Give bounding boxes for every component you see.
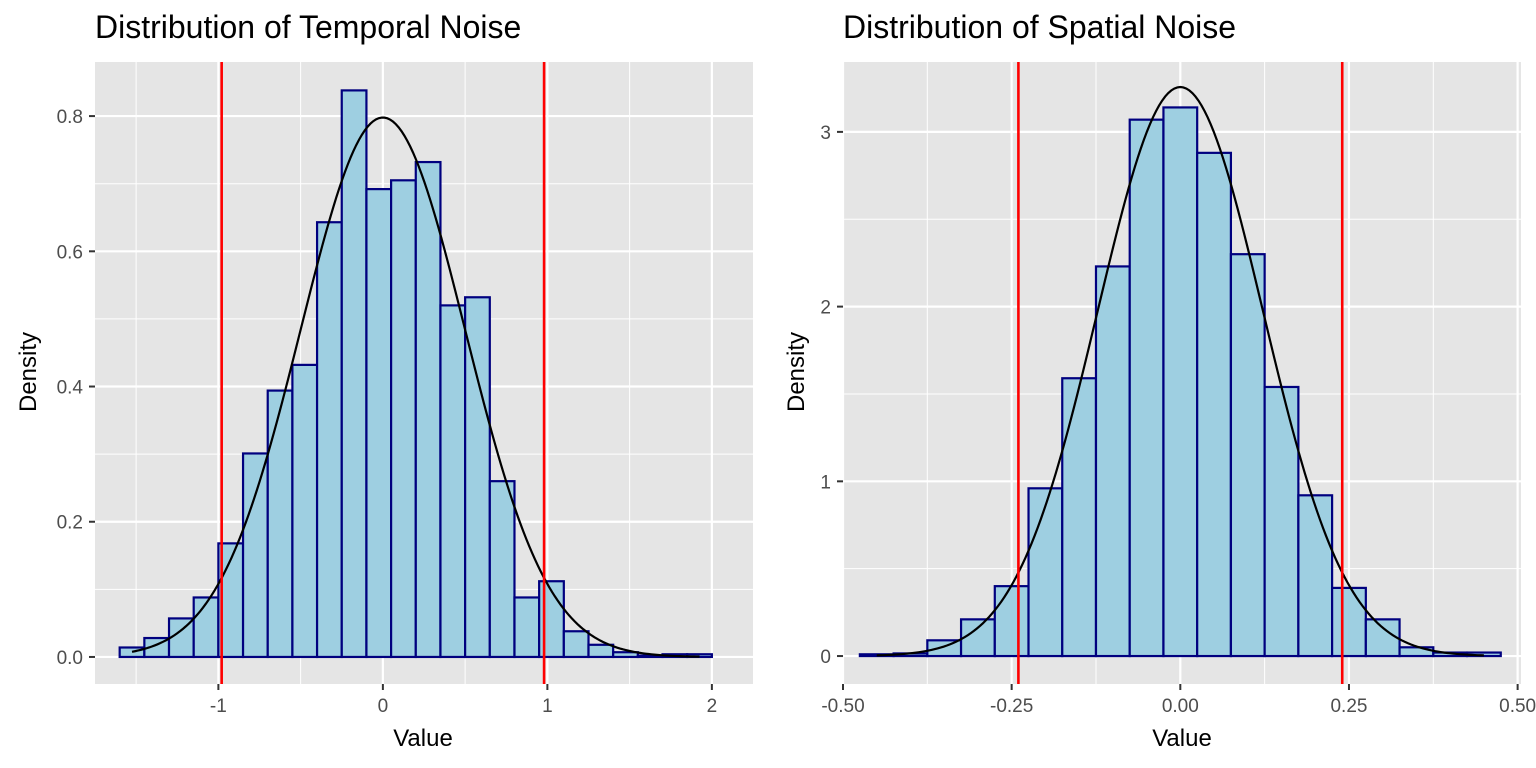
y-tick-label: 1 bbox=[820, 472, 831, 493]
histogram-bar bbox=[1196, 151, 1233, 658]
plot-area: -1 0 1 2 0.0 0.2 0.4 0.6 0.8 bbox=[57, 62, 753, 717]
histogram-bar bbox=[959, 618, 996, 658]
x-tick-label: 0 bbox=[378, 696, 389, 717]
y-tick-label: 0.2 bbox=[57, 513, 83, 534]
y-tick-label: 0.6 bbox=[57, 242, 83, 263]
y-tick-label: 2 bbox=[820, 298, 831, 319]
histogram-bar bbox=[464, 296, 491, 659]
histogram-bar bbox=[315, 221, 343, 659]
histogram-bar bbox=[291, 363, 319, 659]
histogram-bar bbox=[1263, 385, 1300, 658]
x-tick-label: 1 bbox=[542, 696, 553, 717]
chart-title: Distribution of Temporal Noise bbox=[95, 9, 521, 45]
x-tick-label: -0.50 bbox=[821, 696, 864, 717]
y-tick-label: 0.4 bbox=[57, 378, 84, 399]
histogram-bar bbox=[439, 304, 467, 659]
histogram-bar bbox=[562, 630, 590, 659]
x-tick-label: 2 bbox=[707, 696, 718, 717]
histogram-bar bbox=[365, 188, 393, 659]
y-axis-title: Density bbox=[15, 332, 42, 412]
x-axis-title: Value bbox=[1152, 725, 1212, 752]
histogram-bar bbox=[266, 389, 294, 659]
density-curve bbox=[876, 85, 1484, 657]
histogram-bar bbox=[1162, 106, 1199, 658]
density-curve bbox=[131, 116, 700, 658]
histogram-bar bbox=[587, 643, 615, 659]
plot-area: -0.50 -0.25 0.00 0.25 0.50 0 1 2 3 bbox=[820, 62, 1536, 717]
y-tick-label: 0 bbox=[820, 647, 831, 668]
histogram-bar bbox=[167, 617, 195, 659]
histogram-bar bbox=[488, 480, 516, 659]
x-tick-label: -1 bbox=[210, 696, 227, 717]
histogram-bar bbox=[414, 160, 442, 659]
chart-title: Distribution of Spatial Noise bbox=[843, 9, 1236, 45]
histogram-bar bbox=[1297, 494, 1334, 658]
histogram-bar bbox=[1027, 487, 1064, 658]
histogram-bar bbox=[1128, 118, 1165, 658]
histogram-bar bbox=[241, 452, 269, 659]
histogram-bar bbox=[390, 179, 417, 659]
spatial-noise-panel: -0.50 -0.25 0.00 0.25 0.50 0 1 2 3 Distribution … bbox=[783, 9, 1536, 752]
temporal-noise-panel: -1 0 1 2 0.0 0.2 0.4 0.6 0.8 Distribution of Tem… bbox=[15, 9, 753, 752]
y-tick-label: 3 bbox=[820, 123, 831, 144]
histogram-bar bbox=[993, 585, 1030, 658]
histogram-bar bbox=[1094, 265, 1131, 658]
y-tick-label: 0.8 bbox=[57, 107, 83, 128]
x-tick-label: 0.50 bbox=[1499, 696, 1536, 717]
histogram-bar bbox=[340, 89, 368, 659]
x-tick-label: 0.25 bbox=[1330, 696, 1367, 717]
histogram-bar bbox=[1061, 377, 1098, 658]
histogram-bar bbox=[192, 596, 220, 659]
histogram-bar bbox=[1364, 618, 1401, 658]
y-tick-label: 0.0 bbox=[57, 648, 83, 669]
x-tick-label: -0.25 bbox=[990, 696, 1033, 717]
x-axis-title: Value bbox=[393, 725, 453, 752]
histogram-bar bbox=[1331, 586, 1367, 658]
x-tick-label: 0.00 bbox=[1162, 696, 1199, 717]
histogram-bar bbox=[513, 596, 541, 659]
histogram-bar bbox=[1229, 253, 1266, 658]
y-axis-title: Density bbox=[783, 332, 810, 412]
